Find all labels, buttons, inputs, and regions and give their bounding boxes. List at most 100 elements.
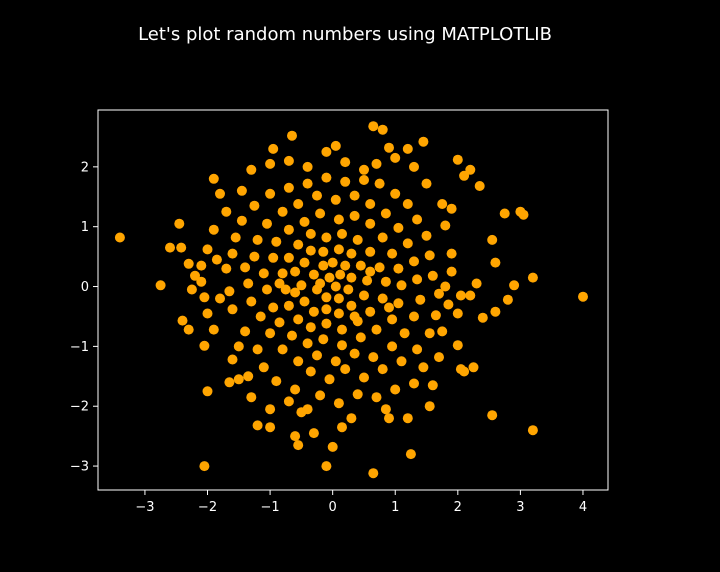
scatter-point xyxy=(452,308,463,319)
scatter-point xyxy=(221,263,232,274)
scatter-point xyxy=(265,158,276,169)
scatter-point xyxy=(265,328,276,339)
scatter-point xyxy=(380,276,391,287)
x-tick-label: 2 xyxy=(454,500,462,515)
scatter-point xyxy=(368,468,379,479)
scatter-point xyxy=(399,328,410,339)
scatter-point xyxy=(305,322,316,333)
scatter-point xyxy=(387,248,398,259)
scatter-point xyxy=(412,214,423,225)
scatter-point xyxy=(440,281,451,292)
scatter-point xyxy=(578,291,588,302)
scatter-point xyxy=(374,262,385,273)
scatter-point xyxy=(287,130,297,141)
scatter-point xyxy=(302,178,313,189)
scatter-point xyxy=(196,276,207,287)
scatter-point xyxy=(243,278,254,289)
scatter-point xyxy=(490,257,501,268)
scatter-point xyxy=(384,142,394,153)
x-tick-label: 0 xyxy=(329,500,337,515)
scatter-point xyxy=(321,461,332,472)
scatter-point xyxy=(312,190,322,201)
scatter-point xyxy=(208,224,219,235)
scatter-point xyxy=(459,170,470,181)
scatter-point xyxy=(365,266,376,277)
scatter-point xyxy=(265,188,276,199)
scatter-point xyxy=(402,143,413,154)
scatter-point xyxy=(333,214,344,225)
points-layer xyxy=(114,121,588,479)
scatter-point xyxy=(155,280,166,291)
scatter-point xyxy=(202,386,213,397)
scatter-point xyxy=(430,310,441,321)
y-tick-label: −3 xyxy=(70,460,89,475)
scatter-point xyxy=(371,392,382,403)
scatter-point xyxy=(252,420,263,431)
scatter-point xyxy=(340,176,351,187)
scatter-point xyxy=(427,380,438,391)
axes-frame xyxy=(97,109,609,491)
scatter-point xyxy=(409,311,419,322)
scatter-point xyxy=(412,274,423,285)
scatter-point xyxy=(215,188,225,199)
scatter-point xyxy=(293,239,304,250)
scatter-point xyxy=(315,208,326,219)
scatter-point xyxy=(421,230,432,241)
scatter-point xyxy=(380,208,391,219)
scatter-point xyxy=(299,296,310,307)
scatter-point xyxy=(262,218,272,229)
scatter-point xyxy=(437,199,448,209)
scatter-point xyxy=(305,228,316,239)
scatter-point xyxy=(233,341,244,352)
scatter-point xyxy=(487,234,498,245)
scatter-point xyxy=(349,311,360,322)
scatter-point xyxy=(527,272,538,283)
scatter-point xyxy=(283,252,294,263)
scatter-point xyxy=(333,308,344,319)
scatter-point xyxy=(365,246,376,257)
scatter-point xyxy=(327,441,338,452)
scatter-point xyxy=(330,140,341,151)
scatter-point xyxy=(365,218,376,229)
scatter-point xyxy=(268,302,279,313)
scatter-point xyxy=(393,263,404,274)
scatter-point xyxy=(243,371,254,382)
scatter-point xyxy=(490,306,501,317)
scatter-point xyxy=(330,194,341,205)
scatter-point xyxy=(340,260,351,271)
scatter-point xyxy=(359,164,369,175)
scatter-point xyxy=(258,268,269,279)
scatter-point xyxy=(365,199,376,209)
scatter-point xyxy=(265,404,276,415)
x-tick-label: −2 xyxy=(198,500,217,515)
x-tick-label: −3 xyxy=(135,500,154,515)
scatter-point xyxy=(177,315,188,326)
scatter-point xyxy=(333,398,344,409)
scatter-point xyxy=(227,304,238,315)
scatter-point xyxy=(459,366,470,377)
y-tick-label: 1 xyxy=(81,220,89,235)
scatter-point xyxy=(196,260,207,271)
scatter-point xyxy=(274,317,285,328)
scatter-point xyxy=(424,401,435,412)
scatter-point xyxy=(359,175,369,185)
scatter-point xyxy=(265,422,276,433)
scatter-point xyxy=(349,190,360,201)
scatter-point xyxy=(377,124,388,135)
scatter-point xyxy=(377,293,388,304)
scatter-point xyxy=(321,172,332,183)
scatter-point xyxy=(199,292,210,303)
scatter-point xyxy=(333,244,344,255)
scatter-point xyxy=(255,311,266,322)
scatter-point xyxy=(355,260,366,271)
scatter-point xyxy=(337,228,347,239)
scatter-point xyxy=(318,246,329,257)
x-tick-label: 1 xyxy=(391,500,399,515)
x-tick-label: 3 xyxy=(516,500,524,515)
scatter-point xyxy=(227,354,238,365)
scatter-point xyxy=(502,294,513,305)
scatter-point xyxy=(412,344,423,355)
scatter-point xyxy=(377,364,388,375)
scatter-point xyxy=(236,185,247,196)
scatter-point xyxy=(271,236,282,247)
